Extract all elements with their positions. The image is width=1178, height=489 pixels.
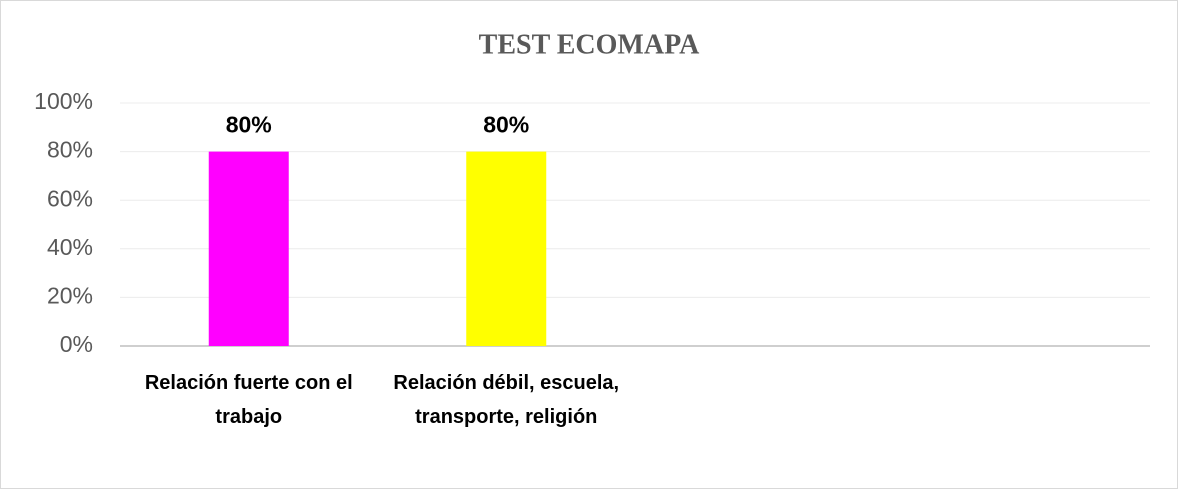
y-tick-label: 80% [47, 137, 93, 163]
data-label: 80% [226, 112, 272, 138]
y-tick-label: 60% [47, 185, 93, 211]
y-tick-label: 20% [47, 282, 93, 308]
bar [208, 151, 289, 346]
x-tick-label: Relación débil, escuela, transporte, rel… [393, 372, 620, 428]
bar [466, 151, 547, 346]
y-tick-label: 0% [60, 331, 93, 357]
x-tick-label: Relación fuerte con el trabajo [144, 372, 353, 428]
chart-title: TEST ECOMAPA [479, 29, 700, 60]
y-tick-label: 40% [47, 234, 93, 260]
data-label: 80% [483, 112, 529, 138]
y-tick-label: 100% [34, 88, 93, 114]
